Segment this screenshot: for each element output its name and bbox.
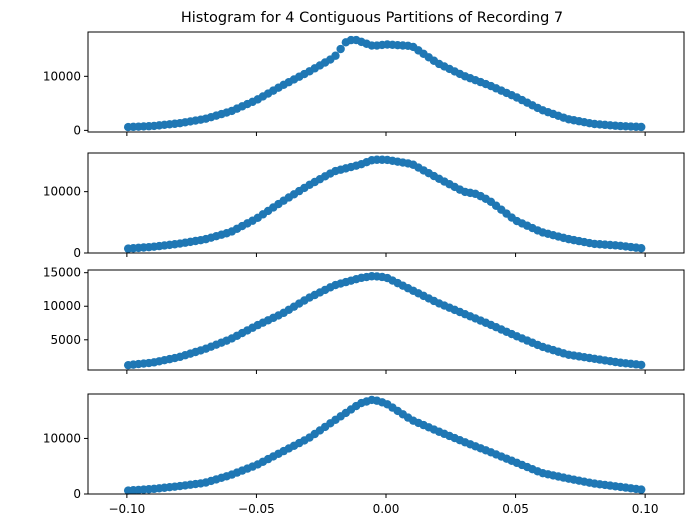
y-tick-label: 0 (73, 246, 81, 260)
data-point (331, 51, 340, 60)
y-tick-label: 10000 (43, 185, 81, 199)
x-tick-label: −0.10 (108, 502, 145, 516)
y-tick-label: 5000 (50, 333, 81, 347)
data-point (637, 122, 646, 132)
subplot-3: 5000 10000 15000 (43, 266, 685, 374)
subplot-1: 0 10000 (43, 31, 685, 137)
data-point (637, 485, 646, 494)
y-tick-label: 0 (73, 123, 81, 137)
y-tick-label: 10000 (43, 299, 81, 313)
x-tick-label: −0.05 (238, 502, 275, 516)
x-tick-label: 0.05 (502, 502, 529, 516)
data-point (336, 44, 345, 54)
x-tick-label: 0.10 (632, 502, 659, 516)
axes-frame (87, 152, 685, 254)
data-point (637, 244, 646, 253)
axes-frame (87, 393, 685, 495)
y-tick-label: 15000 (43, 266, 81, 280)
subplot-2: 0 10000 (43, 152, 685, 260)
data-point (637, 360, 646, 370)
y-tick-label: 10000 (43, 69, 81, 83)
y-tick-label: 0 (73, 487, 81, 501)
x-tick-label: 0.00 (373, 502, 400, 516)
y-tick-label: 10000 (43, 431, 81, 445)
chart-title: Histogram for 4 Contiguous Partitions of… (181, 10, 563, 26)
subplot-4: 0 10000 −0.10 −0.05 0.00 0.05 0.10 (43, 393, 685, 516)
